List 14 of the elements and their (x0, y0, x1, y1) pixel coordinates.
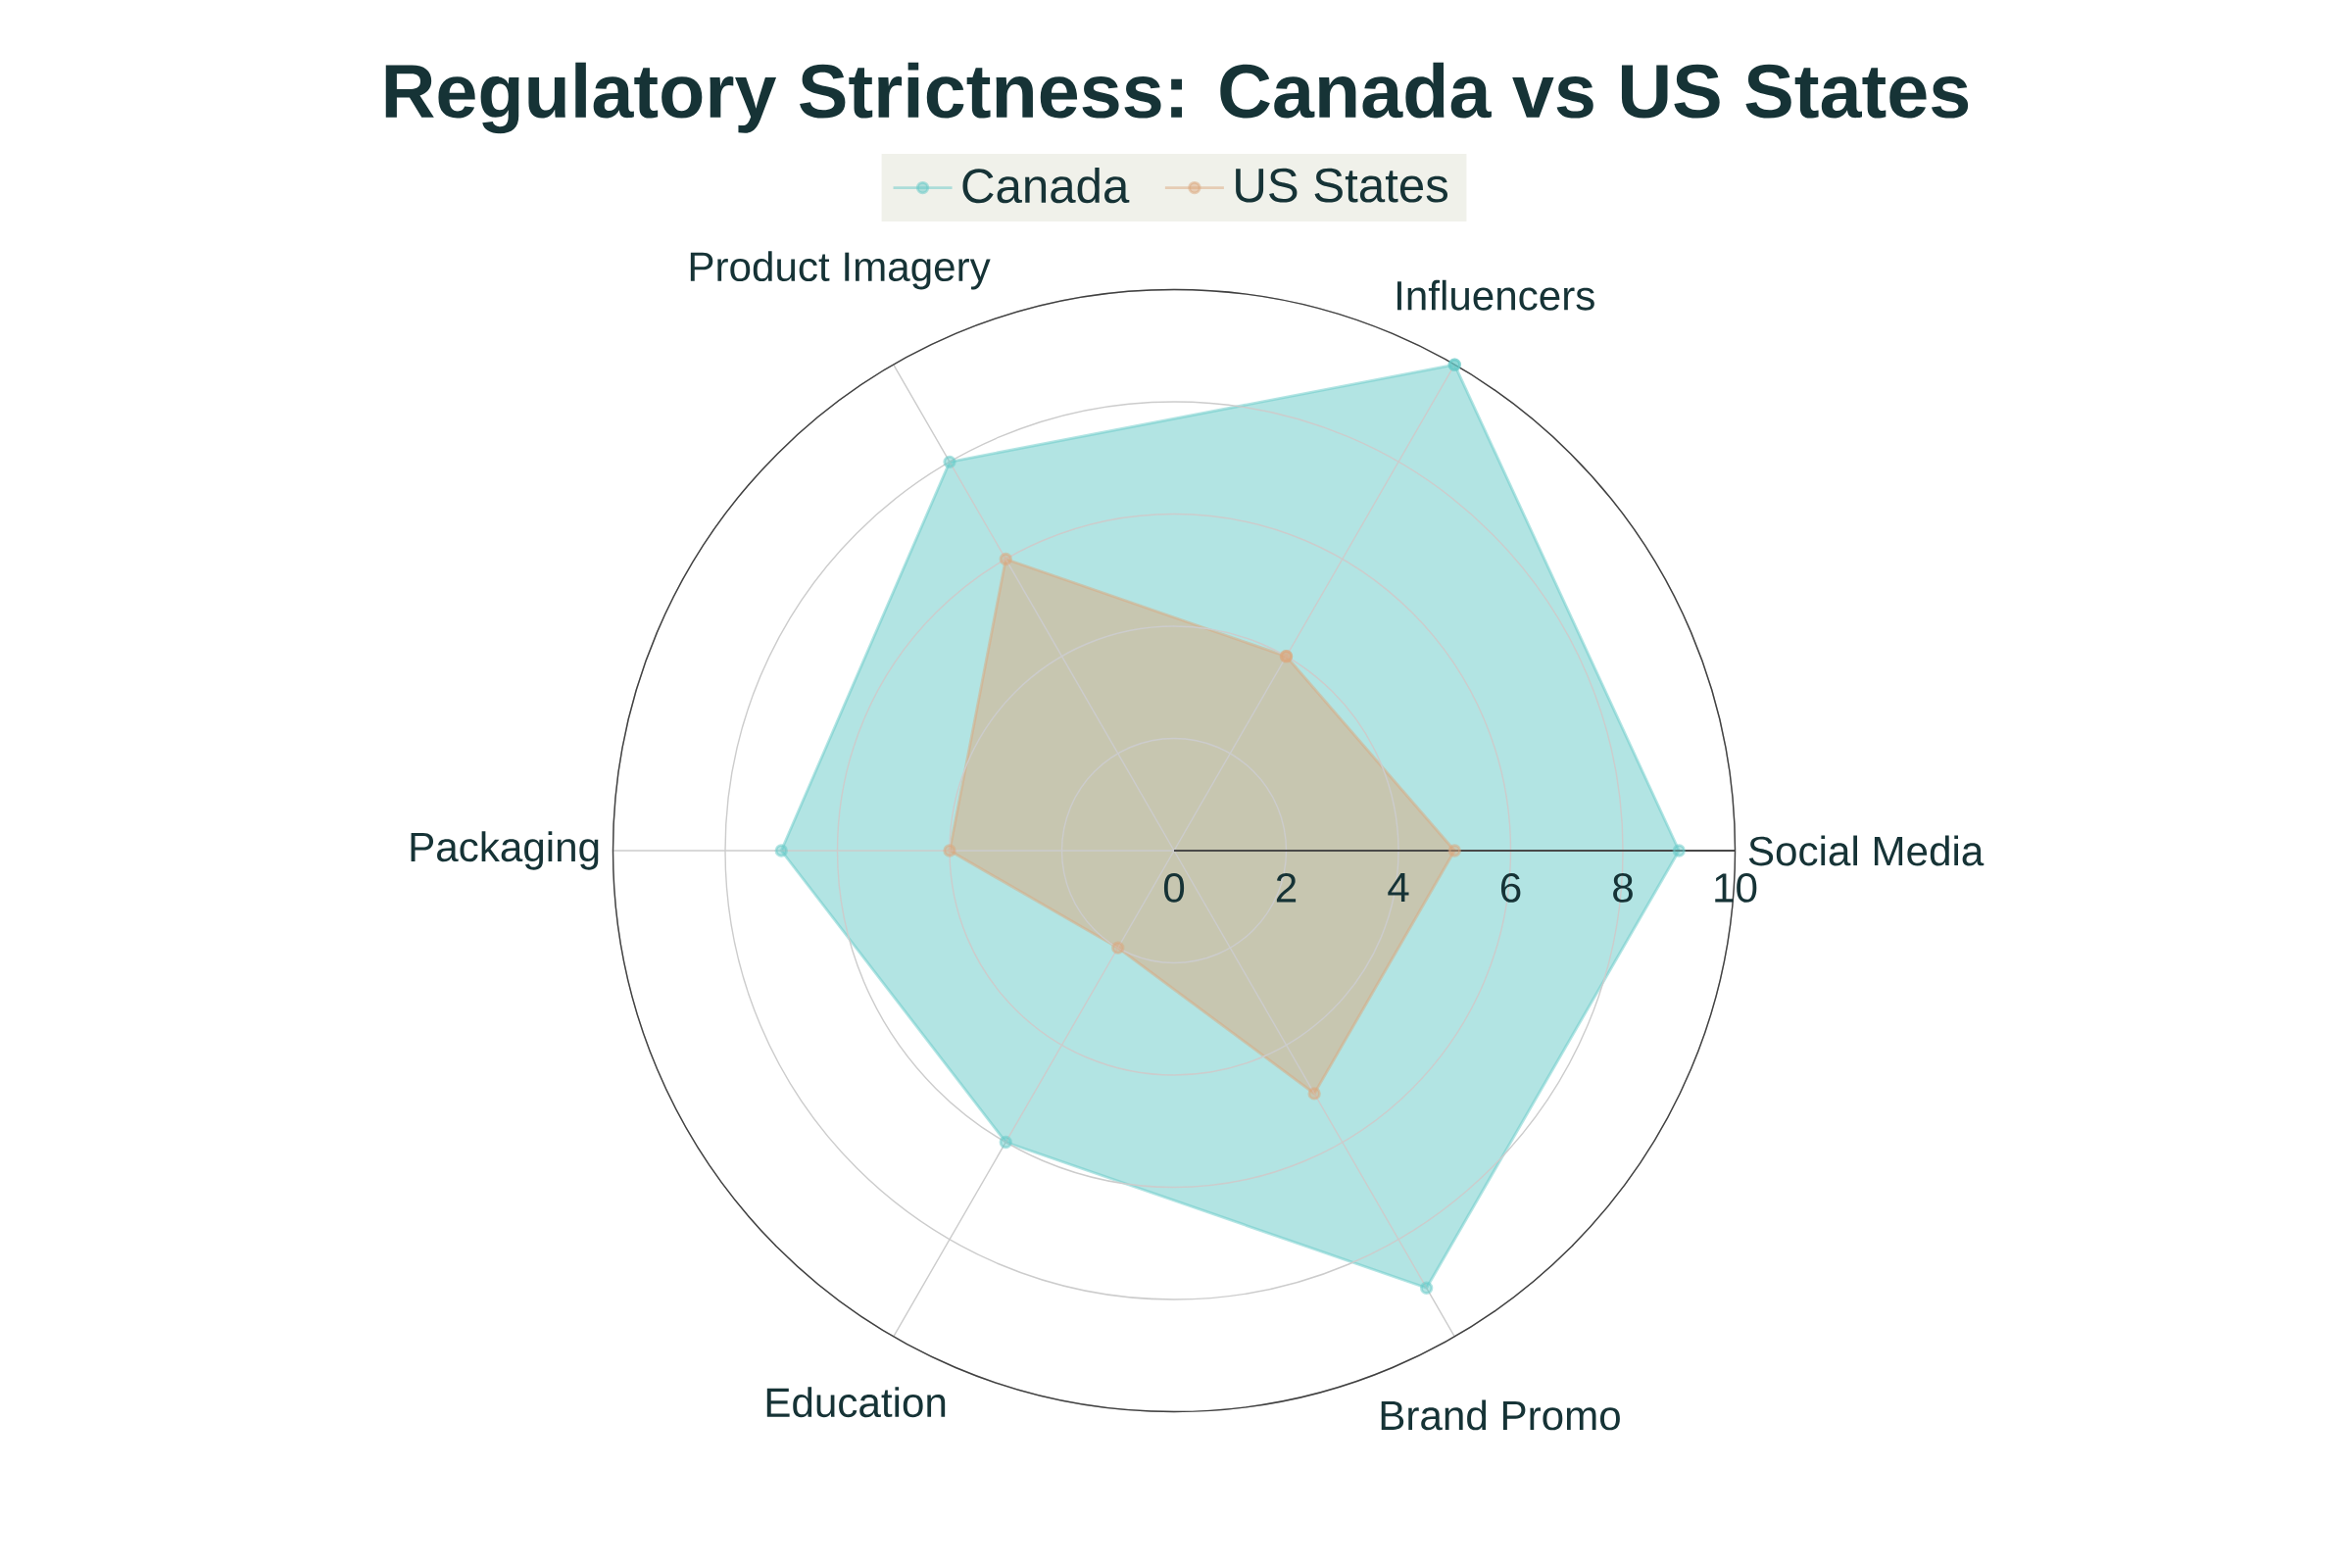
spoke-label: Packaging (411, 831, 599, 870)
y-tick-label: 8 (1613, 872, 1633, 903)
y-tick-label: 0 (1163, 872, 1185, 903)
spoke-label: Social Media (1748, 835, 1984, 866)
spoke-label: Influencers (1397, 279, 1594, 311)
chart-title: Regulatory Strictness: Canada vs US States (385, 62, 1969, 134)
legend-label: US States (1236, 168, 1448, 203)
spoke-label: Education (766, 1387, 946, 1418)
spoke-label: Product Imagery (690, 251, 991, 290)
y-tick-label: 6 (1500, 872, 1521, 903)
y-tick-label: 2 (1276, 872, 1297, 903)
legend-label: Canada (962, 168, 1130, 204)
spoke-label: Brand Promo (1381, 1399, 1620, 1431)
y-tick-label: 4 (1388, 872, 1409, 902)
